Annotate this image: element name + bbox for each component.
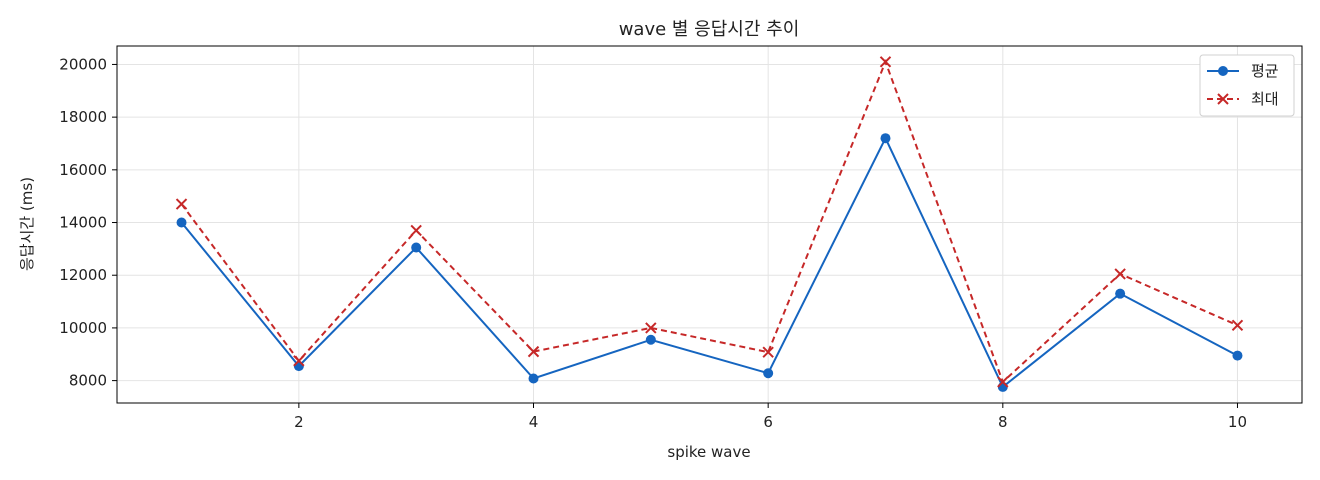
legend-box [1199,54,1295,117]
data-point-max [410,224,422,237]
y-tick-label: 12000 [59,266,107,284]
data-point-max [175,198,188,210]
legend-marker-avg [1218,66,1228,76]
data-point-avg [293,361,304,372]
data-point-max [1231,319,1244,331]
data-point-max [645,322,657,334]
grid [117,46,1302,403]
data-point-avg [880,133,891,144]
y-tick-label: 20000 [59,55,107,73]
series-layer [175,56,1244,392]
data-point-max [997,376,1009,388]
series-line-1 [180,59,1238,384]
legend-label-avg: 평균 [1251,62,1279,80]
data-point-max [879,56,892,68]
y-tick-label: 8000 [69,372,107,390]
x-tick-label: 10 [1228,413,1247,431]
legend: 평균 최대 [1199,54,1295,117]
y-tick-label: 14000 [59,214,107,232]
y-axis-label: 응답시간 (ms) [18,177,36,271]
legend-label-max: 최대 [1251,90,1279,108]
x-tick-label: 6 [763,413,773,431]
data-point-max [762,346,774,358]
axis-ticks: 2 4 6 8 10 8000 10000 12000 14000 16000 18000 20000 [59,55,1247,431]
x-tick-label: 8 [998,413,1008,431]
data-point-max [527,345,540,358]
data-point-max [293,355,305,367]
data-point-avg [763,368,774,379]
data-point-avg [1232,350,1243,361]
legend-marker-max [1217,93,1229,105]
data-point-avg [1115,288,1126,299]
series-line-0 [180,135,1238,389]
data-point-max [1114,268,1126,280]
data-point-avg [645,334,656,345]
plot-area-frame [116,45,1303,404]
x-tick-label: 4 [529,413,539,431]
data-point-avg [528,373,539,384]
x-axis-label: spike wave [667,443,750,461]
y-tick-label: 16000 [59,161,107,179]
data-point-avg [997,381,1008,392]
data-point-avg [411,242,422,253]
data-point-avg [176,217,187,228]
y-tick-label: 10000 [59,319,107,337]
x-tick-label: 2 [294,413,304,431]
y-tick-label: 18000 [59,108,107,126]
chart-title: wave 별 응답시간 추이 [619,19,800,40]
